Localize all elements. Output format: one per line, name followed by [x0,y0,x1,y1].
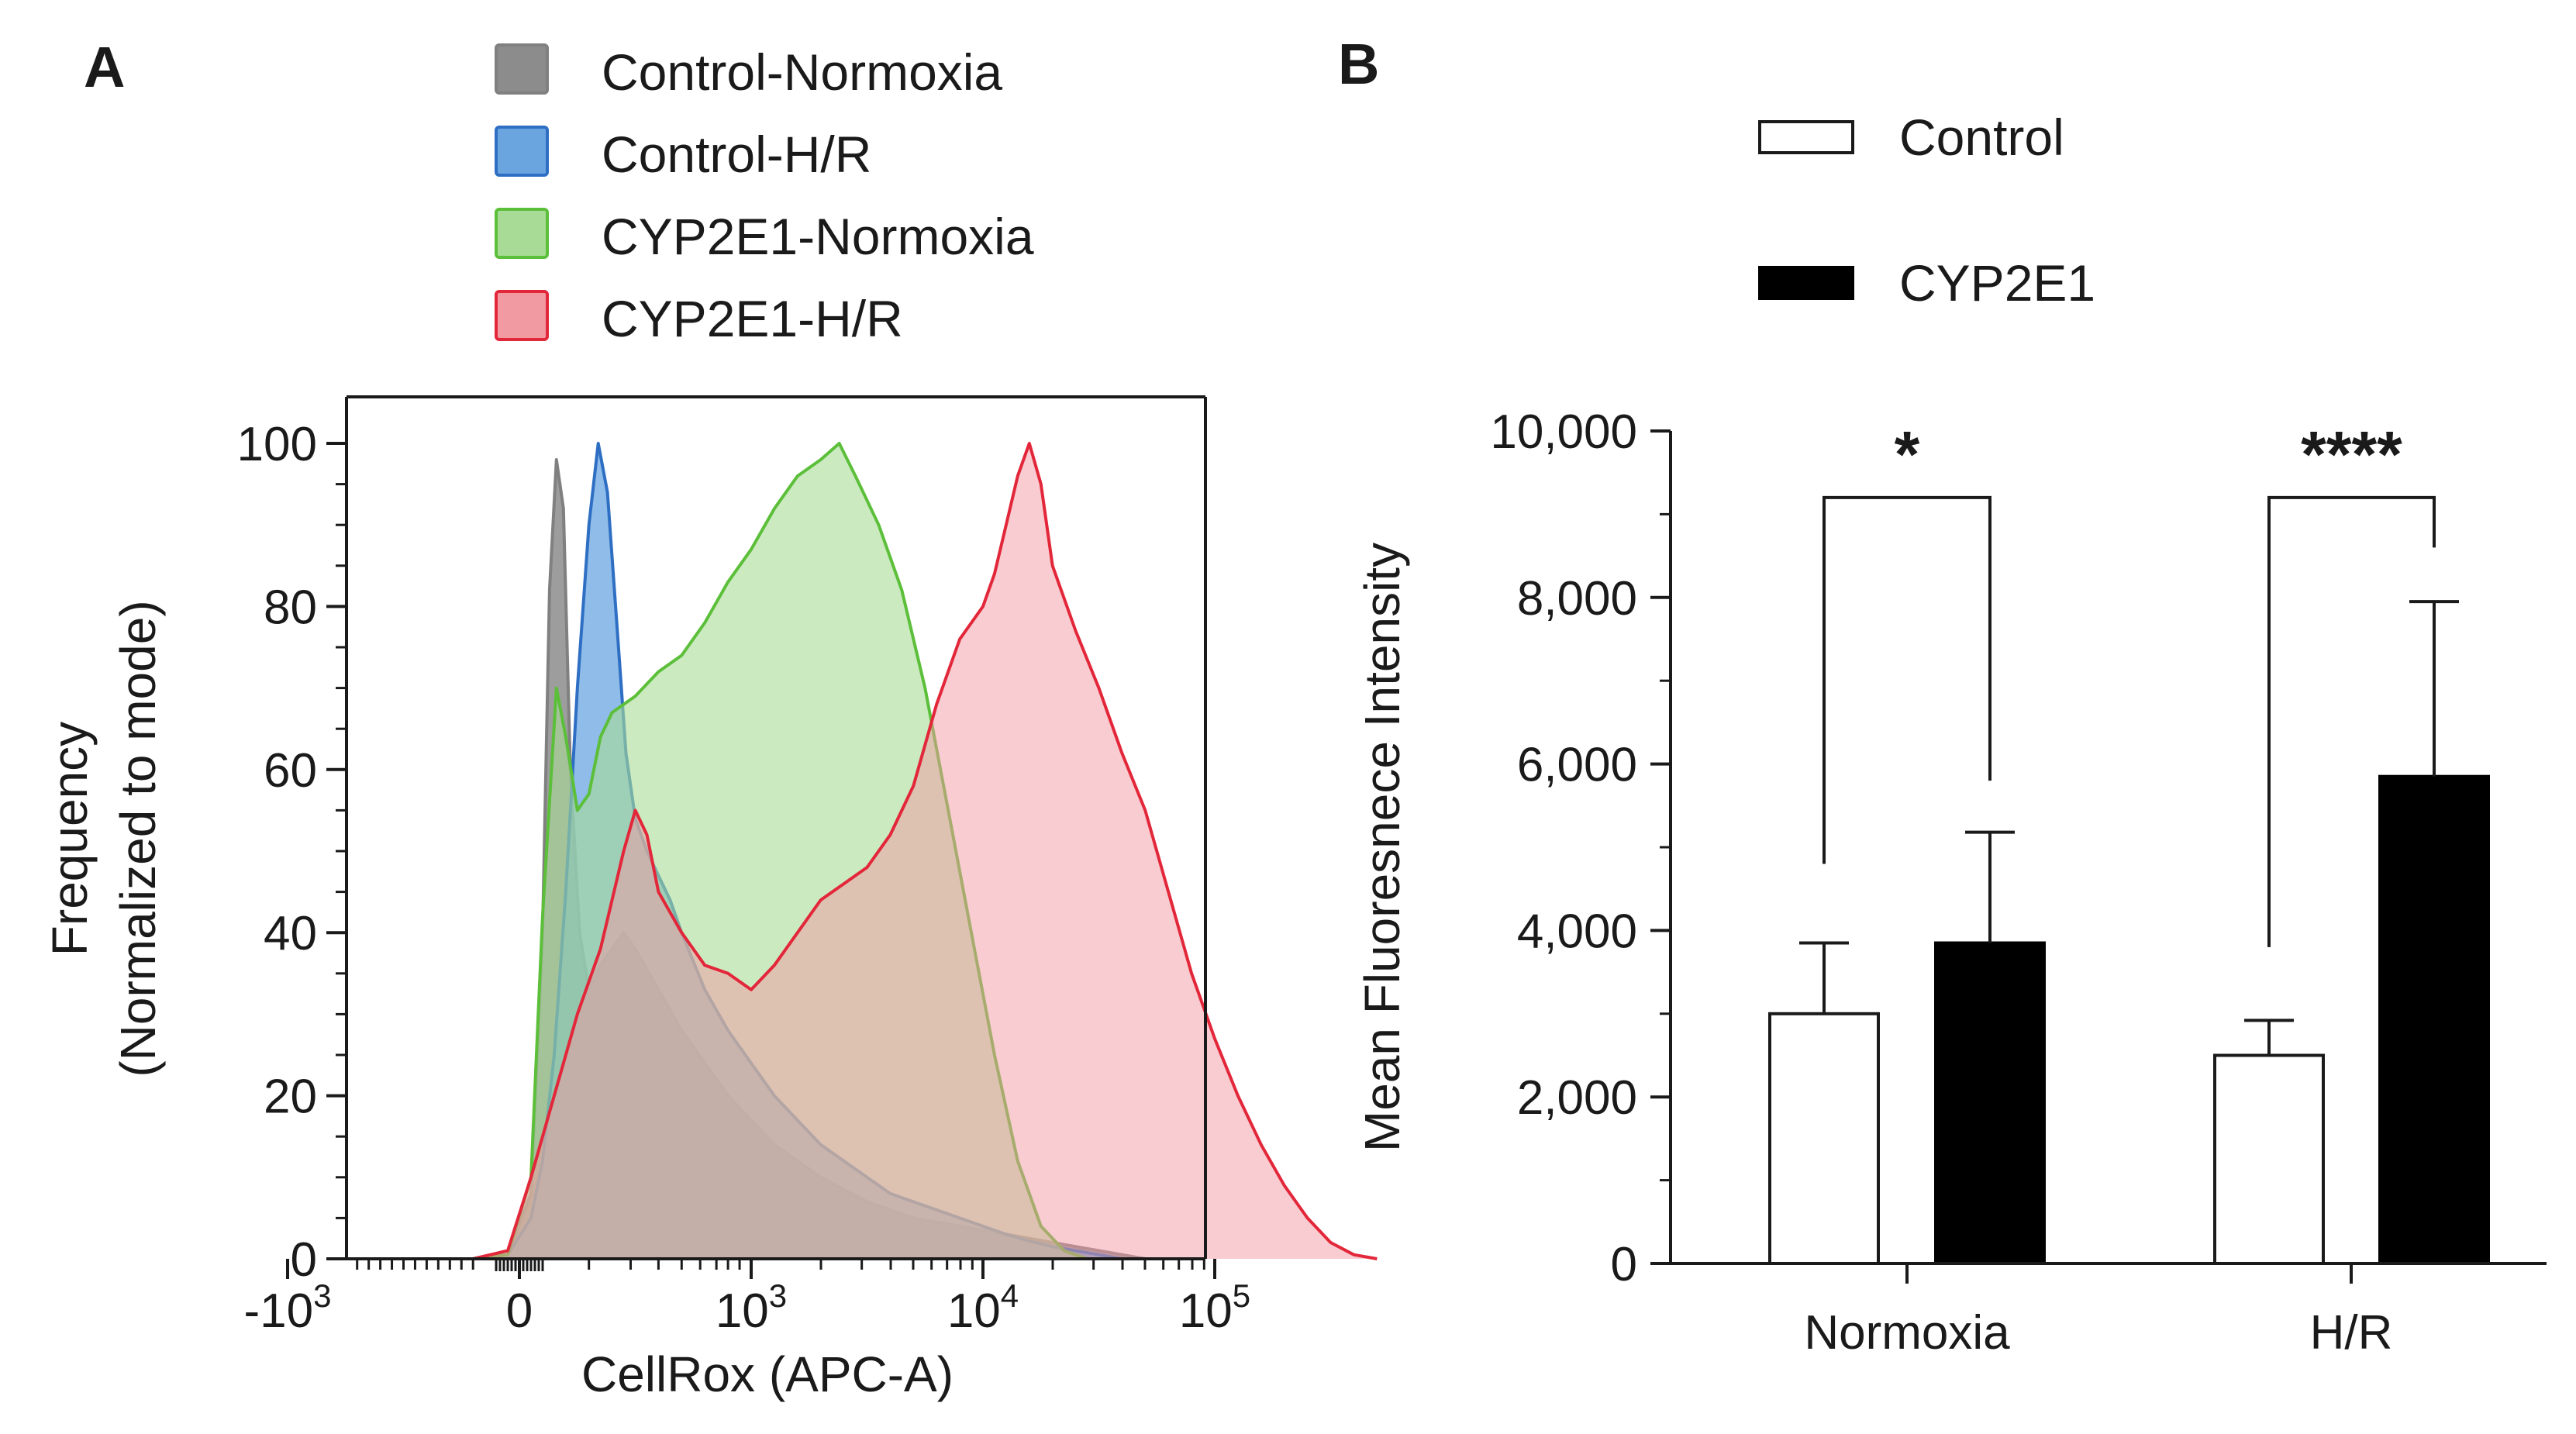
panel-a-x-ticks: -103 0 103 104 105 [244,1259,1250,1338]
legend-label-cyp2e1: CYP2E1 [1899,254,2095,312]
legend-swatch-control-hr [495,126,549,177]
y-tick-label: 60 [264,744,317,798]
bar-control-normoxia [1768,1012,1880,1266]
legend-swatch-cyp2e1-normoxia [495,208,549,259]
significance-label-h-r: **** [2301,418,2402,491]
panel-b-legend: Control CYP2E1 [1758,109,2095,312]
x-category-label-normoxia: Normoxia [1804,1306,2010,1360]
legend-swatch-control-normoxia [495,43,549,95]
y-tick-label: 6,000 [1517,739,1637,792]
panel-a-axes [345,395,1207,1260]
bar-control-h-r [2213,1053,2325,1265]
histogram-fill-cyp2e1-h-r [473,443,1378,1259]
bar-plot-area [1768,600,2490,1266]
legend-label-control: Control [1899,109,2064,166]
histogram-line-cyp2e1-h-r [472,442,1378,1260]
x-tick-label: -103 [244,1277,332,1338]
y-tick-label: 0 [291,1233,317,1287]
legend-label-control-hr: Control-H/R [602,126,871,183]
panel-a-legend: Control-Normoxia Control-H/R CYP2E1-Norm… [495,43,1034,347]
x-tick-label: 103 [716,1277,787,1338]
bar-cyp2e1-normoxia [1934,941,2046,1265]
x-tick-label: 105 [1179,1277,1250,1338]
legend-entry-control: Control [1758,109,2064,166]
legend-label-cyp2e1-normoxia: CYP2E1-Normoxia [602,208,1034,265]
bar-cyp2e1-h-r [2378,774,2490,1265]
x-category-label-h-r: H/R [2310,1306,2393,1360]
significance-annotations: * **** [1823,418,2436,947]
y-tick-label: 80 [264,581,317,634]
y-tick-label: 2,000 [1517,1071,1637,1125]
legend-label-cyp2e1-hr: CYP2E1-H/R [602,290,903,347]
x-tick-label: 0 [506,1284,533,1338]
legend-entry-control-normoxia: Control-Normoxia [495,43,1002,101]
legend-label-control-normoxia: Control-Normoxia [602,43,1002,101]
panel-a-y-axis-label: Frequency [42,722,98,956]
panel-a: A Control-Normoxia Control-H/R CYP2E1-No… [42,35,1378,1402]
panel-b-y-ticks: 0 2,000 4,000 6,000 8,000 10,000 [1490,405,1671,1291]
panel-a-y-axis-sublabel: (Normalized to mode) [110,600,166,1077]
significance-bracket-normoxia [1823,495,1991,864]
panel-b: B Control CYP2E1 0 2,000 4,000 6,000 8,000 10… [1338,32,2547,1360]
y-tick-label: 40 [264,907,317,960]
y-tick-label: 100 [237,418,317,471]
panel-b-label: B [1338,32,1379,96]
legend-entry-control-hr: Control-H/R [495,126,871,183]
legend-swatch-cyp2e1 [1758,266,1854,300]
legend-swatch-cyp2e1-hr [495,290,549,341]
y-tick-label: 20 [264,1070,317,1124]
legend-entry-cyp2e1-normoxia: CYP2E1-Normoxia [495,208,1034,265]
y-tick-label: 4,000 [1517,905,1637,958]
panel-a-label: A [84,35,125,99]
y-tick-label: 0 [1611,1238,1637,1291]
panel-a-x-axis-label: CellRox (APC-A) [581,1346,953,1402]
x-tick-label: 104 [947,1277,1019,1338]
legend-entry-cyp2e1-hr: CYP2E1-H/R [495,290,903,347]
legend-swatch-control [1758,120,1854,154]
legend-entry-cyp2e1: CYP2E1 [1758,254,2095,312]
significance-bracket-h-r [2267,495,2436,947]
y-tick-label: 8,000 [1517,572,1637,626]
panel-b-y-axis-label: Mean Fluoresnece Intensity [1354,543,1410,1152]
panel-b-x-ticks: Normoxia H/R [1804,1263,2392,1360]
significance-label-normoxia: * [1895,418,1920,491]
y-tick-label: 10,000 [1490,405,1637,459]
histogram-plot-area [472,442,1378,1260]
panel-a-y-ticks: 0 20 40 60 80 100 [237,418,347,1287]
